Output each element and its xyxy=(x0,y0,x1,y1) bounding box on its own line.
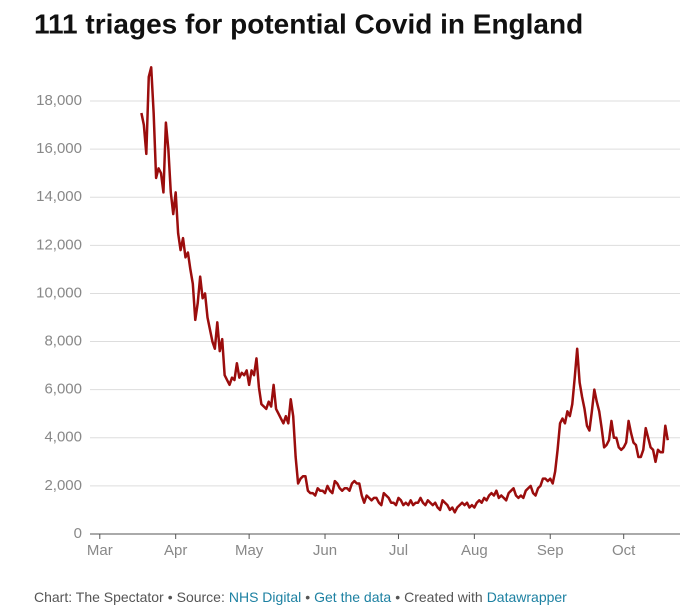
x-tick-label: Jun xyxy=(313,542,337,559)
x-tick-label: Oct xyxy=(612,542,636,559)
data-line xyxy=(140,66,669,514)
y-tick-label: 6,000 xyxy=(44,381,82,398)
footer: Chart: The Spectator • Source: NHS Digital •… xyxy=(34,589,567,605)
footer-part: Chart: The Spectator xyxy=(34,589,164,605)
footer-part: • xyxy=(305,589,310,605)
x-tick-label: Apr xyxy=(164,542,187,559)
footer-part[interactable]: Datawrapper xyxy=(487,589,567,605)
y-tick-label: 8,000 xyxy=(44,333,82,350)
x-tick-label: May xyxy=(235,542,264,559)
footer-part: • xyxy=(395,589,400,605)
y-tick-label: 10,000 xyxy=(36,284,82,301)
y-tick-label: 4,000 xyxy=(44,429,82,446)
x-tick-label: Mar xyxy=(87,542,113,559)
y-tick-label: 0 xyxy=(74,525,82,542)
x-tick-label: Aug xyxy=(461,542,488,559)
footer-part[interactable]: Get the data xyxy=(314,589,391,605)
footer-part[interactable]: NHS Digital xyxy=(229,589,301,605)
footer-part: Created with xyxy=(404,589,483,605)
footer-part: • xyxy=(168,589,173,605)
x-tick-label: Jul xyxy=(389,542,408,559)
y-tick-label: 12,000 xyxy=(36,236,82,253)
x-tick-label: Sep xyxy=(537,542,564,559)
y-tick-label: 16,000 xyxy=(36,140,82,157)
chart-title: 111 triages for potential Covid in Engla… xyxy=(34,8,583,39)
y-tick-label: 14,000 xyxy=(36,188,82,205)
y-tick-label: 2,000 xyxy=(44,477,82,494)
footer-part: Source: xyxy=(177,589,225,605)
y-tick-label: 18,000 xyxy=(36,92,82,109)
